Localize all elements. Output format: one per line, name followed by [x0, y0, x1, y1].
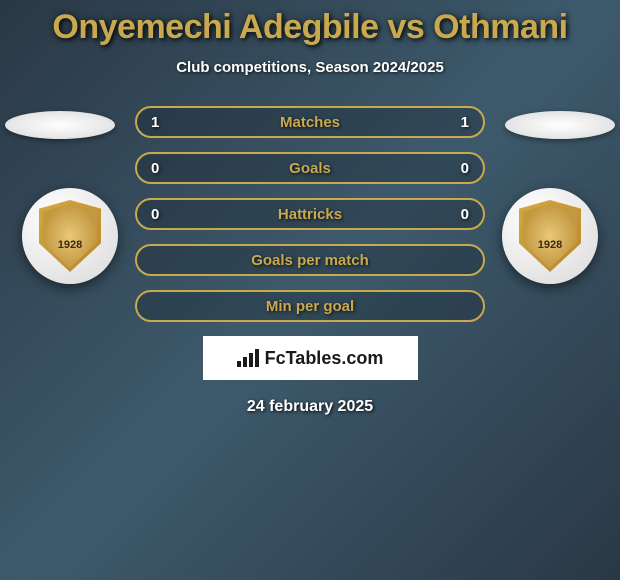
stat-right-value: 0 — [449, 160, 469, 177]
club-badge-right: 1928 — [502, 188, 598, 284]
badge-year-left: 1928 — [58, 239, 82, 251]
watermark-box: FcTables.com — [203, 336, 418, 380]
stat-right-value: 1 — [449, 114, 469, 131]
stat-row: Goals per match — [135, 244, 485, 276]
player-left-ellipse — [5, 111, 115, 139]
badge-year-right: 1928 — [538, 239, 562, 251]
club-badge-left: 1928 — [22, 188, 118, 284]
stat-label: Goals per match — [171, 252, 449, 269]
stat-rows: 1 Matches 1 0 Goals 0 0 Hattricks 0 Goal… — [135, 106, 485, 322]
stat-label: Min per goal — [171, 298, 449, 315]
stat-row: 0 Hattricks 0 — [135, 198, 485, 230]
stat-left-value: 1 — [151, 114, 171, 131]
stat-row: 1 Matches 1 — [135, 106, 485, 138]
shield-icon: 1928 — [519, 200, 581, 272]
watermark-text: FcTables.com — [265, 348, 384, 369]
stat-label: Hattricks — [171, 206, 449, 223]
shield-icon: 1928 — [39, 200, 101, 272]
date: 24 february 2025 — [0, 398, 620, 416]
stat-label: Goals — [171, 160, 449, 177]
stat-right-value: 0 — [449, 206, 469, 223]
stat-left-value: 0 — [151, 160, 171, 177]
subtitle: Club competitions, Season 2024/2025 — [0, 59, 620, 76]
player-right-ellipse — [505, 111, 615, 139]
stat-left-value: 0 — [151, 206, 171, 223]
stat-row: Min per goal — [135, 290, 485, 322]
page-title: Onyemechi Adegbile vs Othmani — [0, 8, 620, 47]
comparison-area: 1928 1928 1 Matches 1 0 Goals 0 0 Hattri… — [0, 106, 620, 416]
stat-label: Matches — [171, 114, 449, 131]
comparison-card: Onyemechi Adegbile vs Othmani Club compe… — [0, 0, 620, 416]
bar-chart-icon — [237, 349, 259, 367]
stat-row: 0 Goals 0 — [135, 152, 485, 184]
